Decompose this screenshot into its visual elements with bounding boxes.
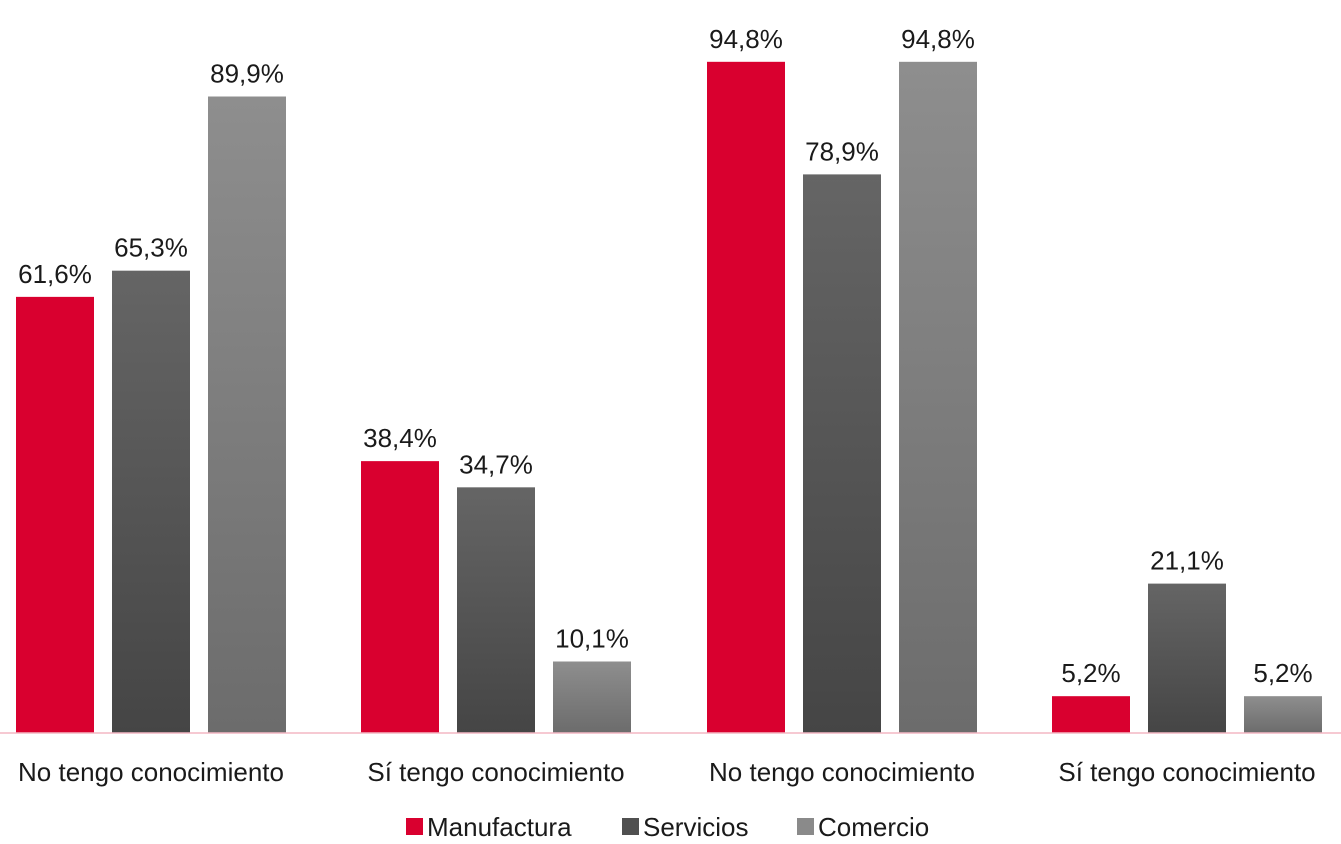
data-label-manufactura-2: 38,4% — [363, 423, 437, 453]
data-label-servicios-4: 21,1% — [1150, 546, 1224, 576]
data-label-manufactura-4: 5,2% — [1061, 658, 1120, 688]
bar-manufactura-3 — [707, 61, 785, 734]
category-labels-layer: No tengo conocimiento Sí tengo conocimien… — [18, 757, 1316, 787]
bar-servicios-2 — [457, 487, 535, 733]
legend-swatch-servicios — [622, 818, 639, 835]
data-label-manufactura-1: 61,6% — [18, 259, 92, 289]
legend-label-servicios: Servicios — [643, 812, 748, 839]
data-label-servicios-1: 65,3% — [114, 233, 188, 263]
bar-servicios-4 — [1148, 583, 1226, 733]
bar-manufactura-2 — [361, 461, 439, 733]
data-labels-layer: 61,6% 65,3% 89,9% 38,4% 34,7% 10,1% 94,8% 78,9%… — [18, 24, 1313, 688]
bar-manufactura-1 — [16, 296, 94, 733]
data-label-comercio-4: 5,2% — [1253, 658, 1312, 688]
legend-label-comercio: Comercio — [818, 812, 929, 839]
data-label-comercio-2: 10,1% — [555, 623, 629, 653]
bar-comercio-1 — [208, 96, 286, 734]
legend-swatch-manufactura — [406, 818, 423, 835]
data-label-servicios-3: 78,9% — [805, 136, 879, 166]
bar-servicios-3 — [803, 174, 881, 733]
category-label-2: Sí tengo conocimiento — [367, 757, 624, 787]
data-label-servicios-2: 34,7% — [459, 449, 533, 479]
legend-label-manufactura: Manufactura — [427, 812, 572, 839]
bar-manufactura-4 — [1052, 696, 1130, 733]
data-label-comercio-3: 94,8% — [901, 24, 975, 54]
bar-servicios-1 — [112, 270, 190, 733]
legend-swatch-comercio — [797, 818, 814, 835]
bar-comercio-3 — [899, 61, 977, 734]
bars-layer — [16, 61, 1322, 734]
data-label-comercio-1: 89,9% — [210, 59, 284, 89]
category-label-1: No tengo conocimiento — [18, 757, 284, 787]
category-label-3: No tengo conocimiento — [709, 757, 975, 787]
bar-comercio-2 — [553, 661, 631, 733]
category-label-4: Sí tengo conocimiento — [1058, 757, 1315, 787]
legend: Manufactura Servicios Comercio — [406, 812, 929, 842]
bar-comercio-4 — [1244, 696, 1322, 733]
data-label-manufactura-3: 94,8% — [709, 24, 783, 54]
